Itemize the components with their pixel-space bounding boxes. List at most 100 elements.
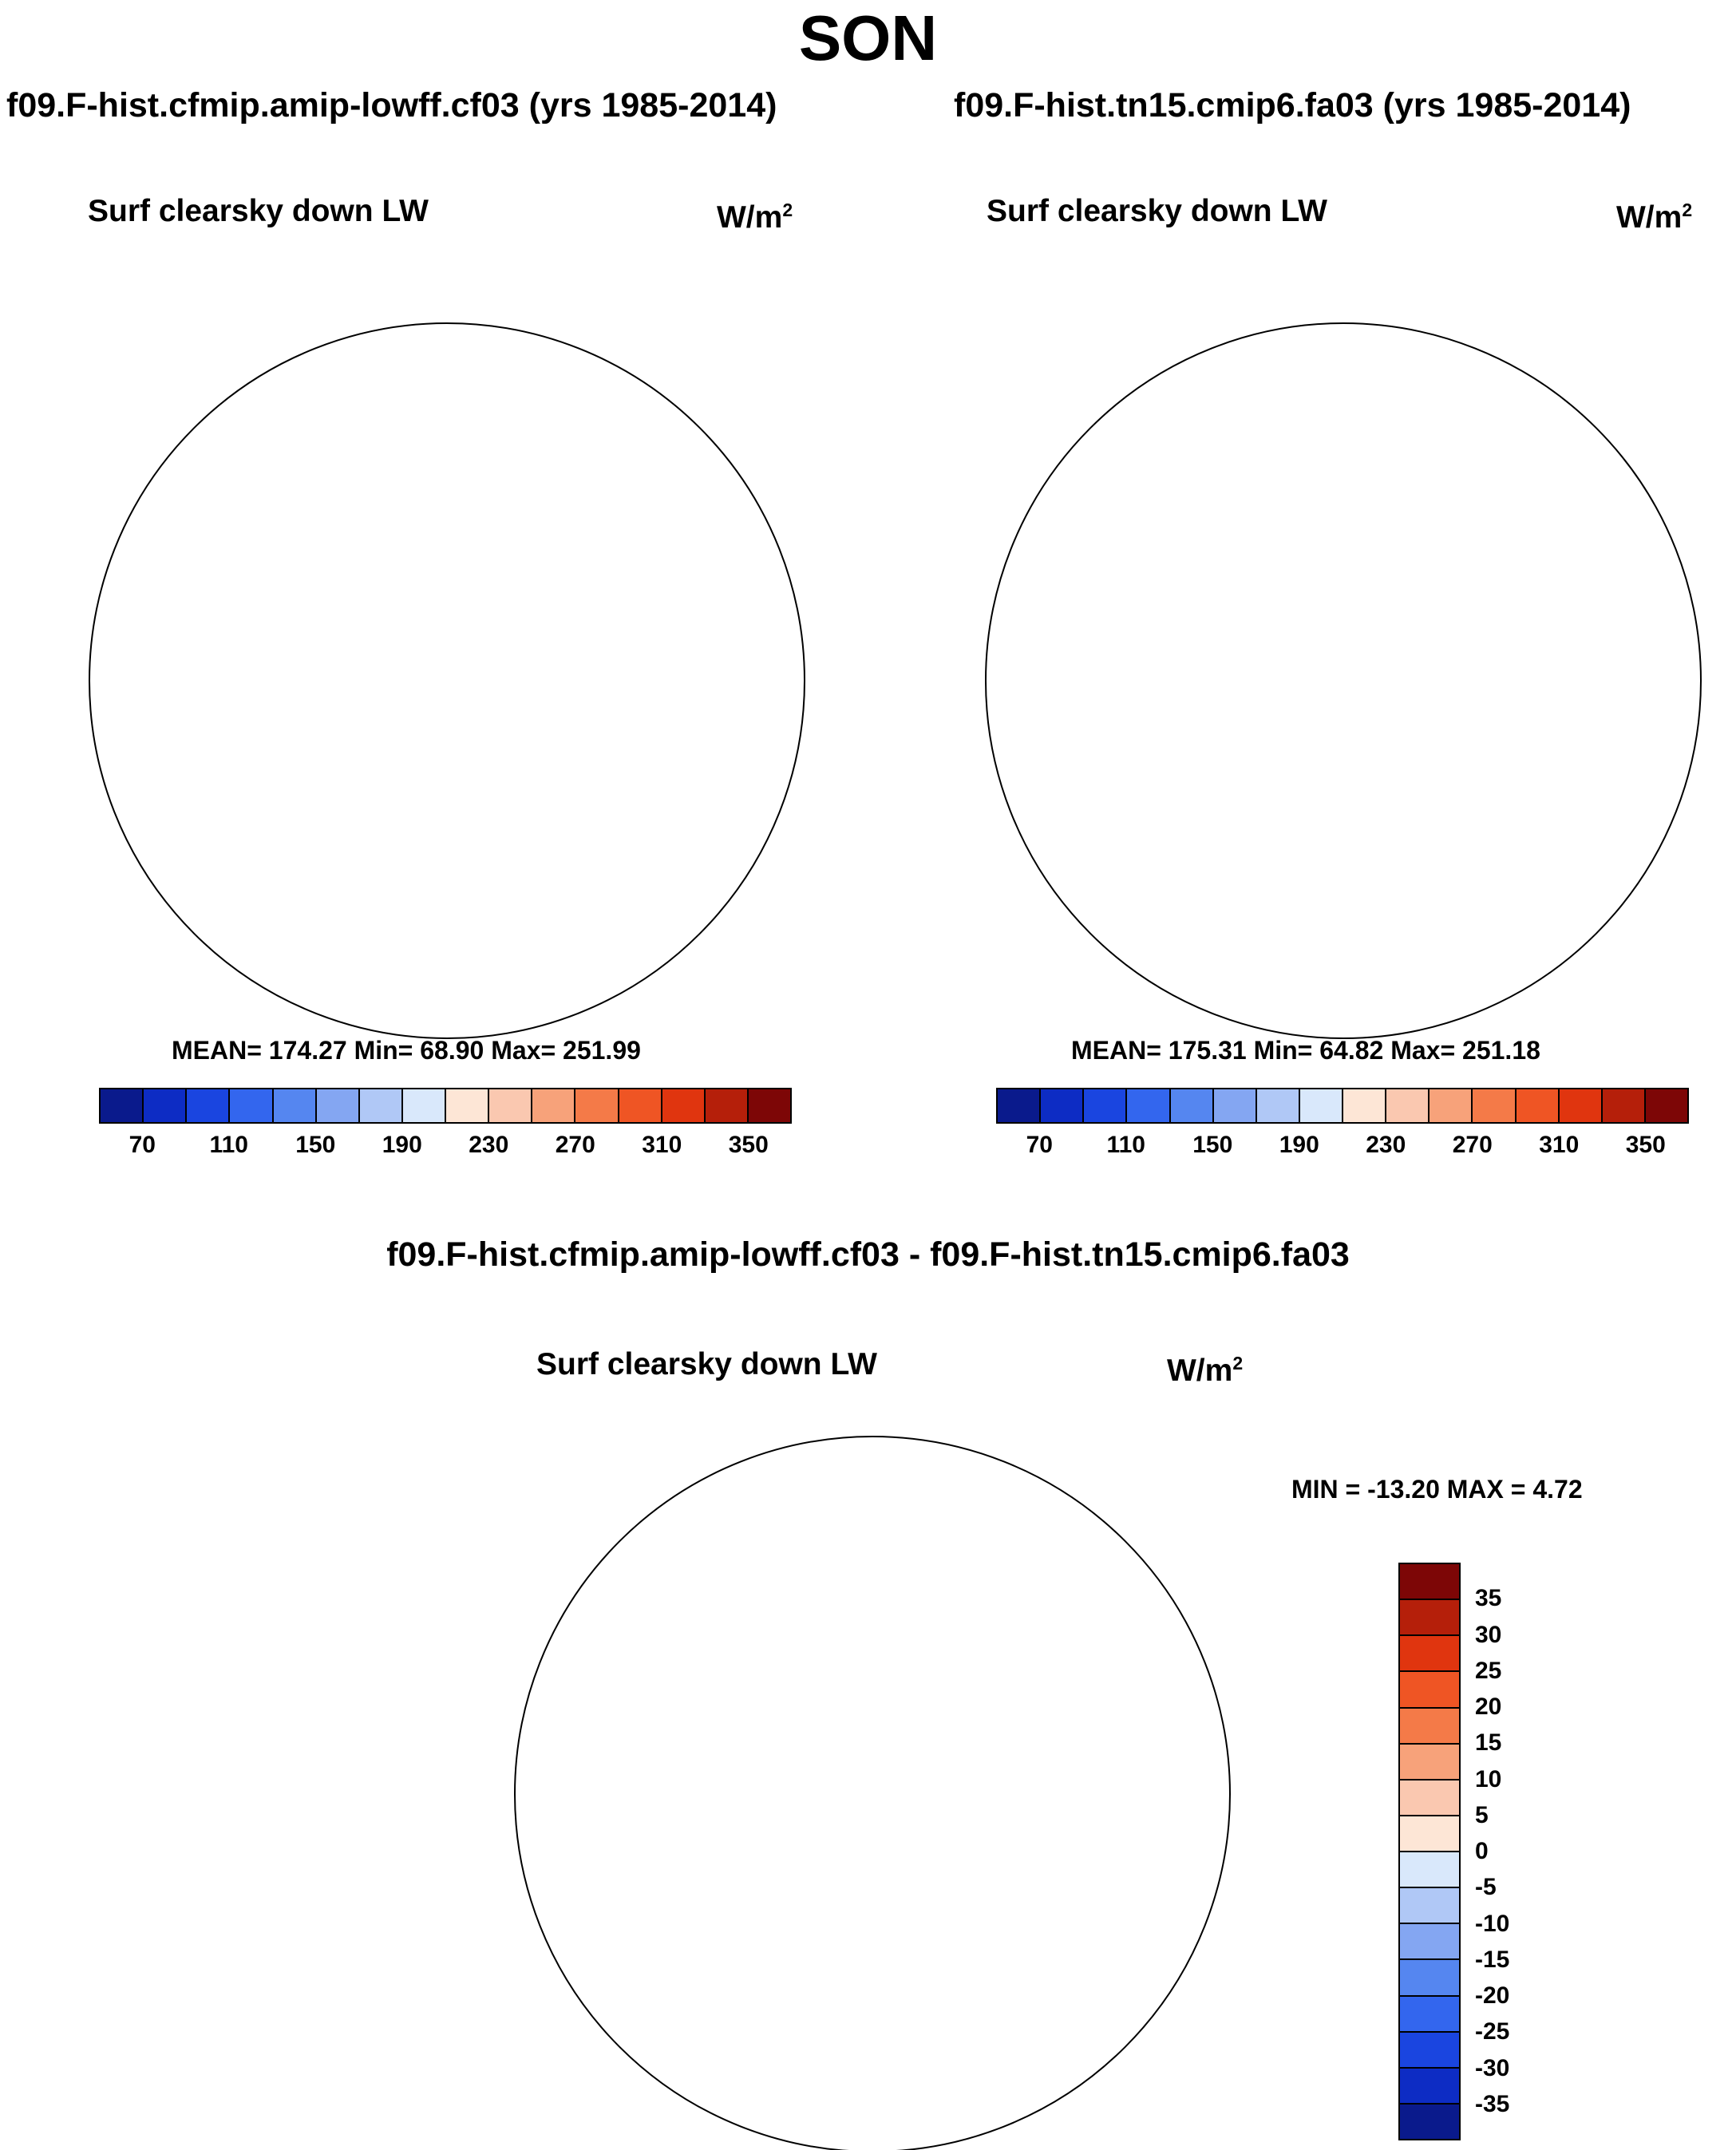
colorbar-swatch (187, 1089, 231, 1122)
colorbar-swatch (1400, 1564, 1459, 1601)
colorbar-swatch (1400, 2068, 1459, 2105)
colorbar-swatch (1170, 1089, 1214, 1122)
diff-map-border (514, 1436, 1231, 2150)
colorbar-tick-label: -25 (1475, 2018, 1510, 2045)
colorbar-swatch (1473, 1089, 1517, 1122)
colorbar-tick-label: 30 (1475, 1621, 1502, 1648)
colorbar-swatch (1386, 1089, 1430, 1122)
colorbar-swatch (1400, 1744, 1459, 1780)
colorbar-tick-label: -10 (1475, 1910, 1510, 1937)
colorbar-swatch (1299, 1089, 1343, 1122)
colorbar-swatch (101, 1089, 144, 1122)
colorbar-tick-label: 190 (1279, 1132, 1319, 1158)
colorbar-tick-label: 190 (382, 1132, 422, 1158)
colorbar-tick-label: 150 (295, 1132, 336, 1158)
diff-units: W/m2 (1167, 1353, 1244, 1388)
colorbar-swatch (1213, 1089, 1257, 1122)
colorbar-swatch (1400, 1816, 1459, 1852)
panel2-variable-title: Surf clearsky down LW (987, 194, 1327, 228)
colorbar-swatch (489, 1089, 533, 1122)
colorbar-tick-label: 350 (728, 1132, 769, 1158)
panel1-variable-title: Surf clearsky down LW (88, 194, 429, 228)
colorbar-tick-label: 150 (1192, 1132, 1233, 1158)
colorbar-swatch (998, 1089, 1042, 1122)
colorbar-tick-label: 35 (1475, 1585, 1502, 1612)
panel2-units: W/m2 (1616, 200, 1693, 235)
colorbar-swatch (1602, 1089, 1646, 1122)
colorbar-tick-label: 5 (1475, 1801, 1489, 1828)
colorbar-tick-label: 70 (1026, 1132, 1053, 1158)
colorbar-tick-label: -35 (1475, 2090, 1510, 2117)
colorbar-tick-label: 70 (129, 1132, 156, 1158)
diff-antarctica-coastline (623, 1588, 1054, 1918)
colorbar-swatch (1400, 2104, 1459, 2139)
colorbar-tick-label: 270 (1452, 1132, 1493, 1158)
colorbar-tick-label: 230 (1366, 1132, 1406, 1158)
colorbar-swatch (1400, 1924, 1459, 1961)
colorbar-swatch (748, 1089, 790, 1122)
colorbar-swatch (316, 1089, 360, 1122)
colorbar-swatch (1645, 1089, 1687, 1122)
colorbar-swatch (1041, 1089, 1085, 1122)
map1-border (89, 322, 805, 1039)
colorbar-swatch (1400, 2032, 1459, 2069)
diff-band-minus5-0 (533, 1449, 1211, 2075)
diff-colorbar (1398, 1563, 1461, 2140)
panel1-case-title: f09.F-hist.cfmip.amip-lowff.cf03 (yrs 19… (6, 86, 777, 124)
diff-stats: MIN = -13.20 MAX = 4.72 (1291, 1475, 1583, 1504)
colorbar-swatch (705, 1089, 749, 1122)
panel1-colorbar (99, 1088, 792, 1124)
colorbar-swatch (446, 1089, 490, 1122)
colorbar-swatch (1256, 1089, 1300, 1122)
colorbar-swatch (532, 1089, 576, 1122)
colorbar-swatch (1400, 1600, 1459, 1637)
colorbar-tick-label: -30 (1475, 2054, 1510, 2081)
panel2-case-title: f09.F-hist.tn15.cmip6.fa03 (yrs 1985-201… (954, 86, 1631, 124)
colorbar-swatch (359, 1089, 403, 1122)
colorbar-tick-label: 110 (209, 1132, 248, 1158)
colorbar-tick-label: -20 (1475, 1982, 1510, 2009)
colorbar-tick-label: 25 (1475, 1657, 1502, 1684)
colorbar-tick-label: 350 (1625, 1132, 1666, 1158)
colorbar-swatch (662, 1089, 706, 1122)
colorbar-swatch (144, 1089, 188, 1122)
colorbar-swatch (1516, 1089, 1560, 1122)
diff-band-minus10-minus5-b (1000, 1611, 1112, 1690)
colorbar-swatch (1400, 1996, 1459, 2033)
colorbar-swatch (1343, 1089, 1387, 1122)
colorbar-tick-label: 110 (1106, 1132, 1145, 1158)
panel2-colorbar (996, 1088, 1689, 1124)
colorbar-tick-label: -15 (1475, 1946, 1510, 1973)
colorbar-tick-label: 230 (469, 1132, 509, 1158)
panel1-stats: MEAN= 174.27 Min= 68.90 Max= 251.99 (172, 1036, 641, 1065)
colorbar-swatch (1400, 1636, 1459, 1673)
colorbar-swatch (1400, 1708, 1459, 1745)
colorbar-tick-label: 310 (1539, 1132, 1580, 1158)
panel1-units: W/m2 (717, 200, 793, 235)
colorbar-tick-label: 270 (555, 1132, 595, 1158)
colorbar-swatch (1400, 1960, 1459, 1997)
diff-variable-title: Surf clearsky down LW (536, 1347, 877, 1381)
colorbar-swatch (1084, 1089, 1128, 1122)
colorbar-swatch (1400, 1672, 1459, 1709)
colorbar-tick-label: 310 (642, 1132, 682, 1158)
colorbar-swatch (1400, 1852, 1459, 1889)
colorbar-swatch (1400, 1780, 1459, 1816)
colorbar-swatch (1400, 1888, 1459, 1925)
colorbar-swatch (402, 1089, 446, 1122)
diff-band-0-5-inner (785, 1582, 1064, 1946)
diff-band-minus10-minus5-a (601, 1601, 856, 1952)
colorbar-swatch (1559, 1089, 1603, 1122)
colorbar-swatch (1127, 1089, 1171, 1122)
colorbar-tick-label: 15 (1475, 1729, 1502, 1757)
colorbar-swatch (619, 1089, 662, 1122)
colorbar-swatch (1430, 1089, 1473, 1122)
colorbar-swatch (230, 1089, 274, 1122)
map2-border (985, 322, 1702, 1039)
diff-band-0-5-outer (515, 1437, 1230, 2150)
colorbar-swatch (575, 1089, 619, 1122)
diff-title: f09.F-hist.cfmip.amip-lowff.cf03 - f09.F… (386, 1235, 1350, 1274)
